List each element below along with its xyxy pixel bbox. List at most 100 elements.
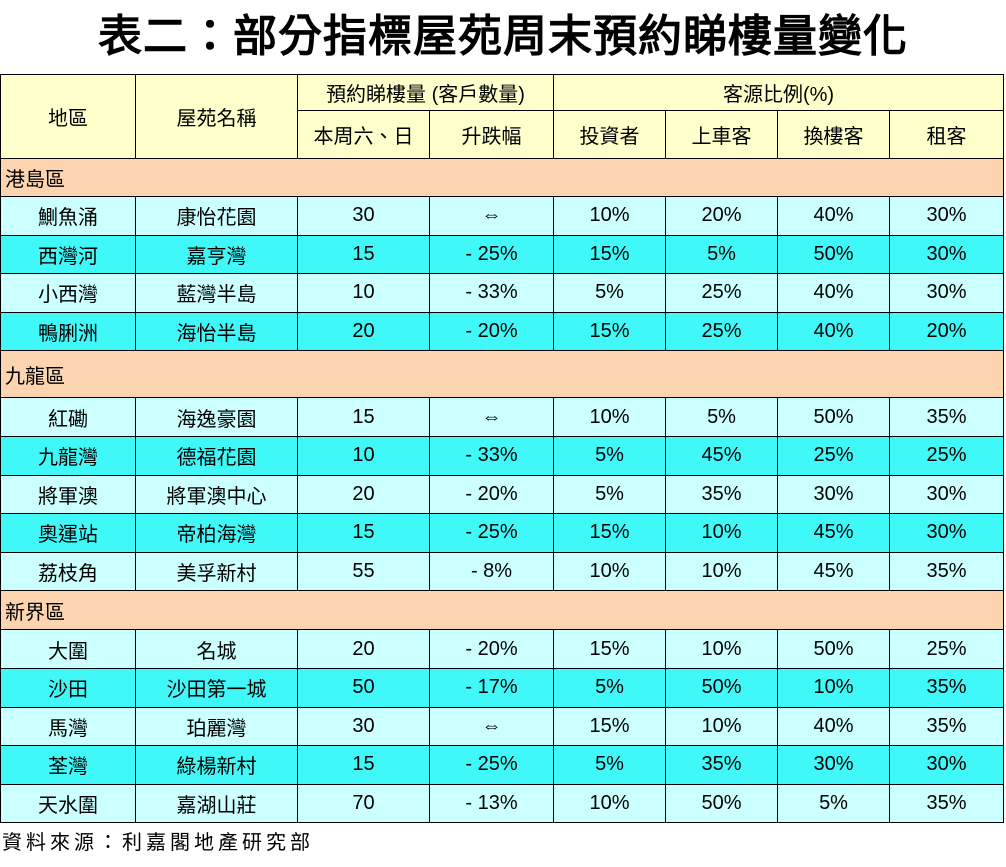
cell: 5% <box>777 783 891 824</box>
cell: 奧運站 <box>0 513 136 553</box>
header-row: 本周六、日 升跌幅 投資者 上車客 換樓客 租客 <box>1 110 1005 159</box>
section-label: 港島區 <box>0 158 1005 197</box>
cell: 荔枝角 <box>0 551 136 592</box>
cell: 紅磡 <box>0 397 136 437</box>
cell: 30% <box>889 513 1005 553</box>
cell: ⇔ <box>428 706 555 747</box>
cell: 30% <box>889 474 1005 515</box>
cell: 海逸豪園 <box>135 397 298 437</box>
header-cell: 上車客 <box>665 110 779 159</box>
cell: 嘉亨灣 <box>135 234 298 275</box>
cell: 20 <box>297 629 430 669</box>
data-row: 九龍灣 德福花園 10- 33% 5% 45% 25% 25% <box>0 435 1005 476</box>
cell: 35% <box>889 397 1005 437</box>
cell: 30% <box>889 196 1005 236</box>
data-row: 大圍 名城 20- 20% 15% 10% 50% 25% <box>0 629 1005 669</box>
cell: 35% <box>665 474 779 515</box>
data-row: 鰂魚涌 康怡花園 30 ⇔ 10% 20% 40% 30% <box>0 196 1005 236</box>
cell: 20% <box>665 196 779 236</box>
cell: 5% <box>553 435 667 476</box>
cell: 45% <box>777 551 891 592</box>
cell: 45% <box>777 513 891 553</box>
table: 地區 屋苑名稱 預約睇樓量 (客戶數量) 客源比例(%) 本周六、日 升跌幅 投資者 上車客換… <box>0 74 1005 824</box>
cell: 10% <box>665 706 779 747</box>
cell: 帝柏海灣 <box>135 513 298 553</box>
cell: 25% <box>889 629 1005 669</box>
data-row: 荃灣 綠楊新村 15- 25% 5% 35% 30% 30% <box>0 745 1005 785</box>
data-row: 荔枝角 美孚新村 55- 8% 10% 10% 45% 35% <box>0 551 1005 592</box>
cell: 15 <box>297 745 430 785</box>
cell: 35% <box>665 745 779 785</box>
cell: 5% <box>553 667 667 708</box>
cell: 西灣河 <box>0 234 136 275</box>
cell: 藍灣半島 <box>135 273 298 313</box>
cell: 鰂魚涌 <box>0 196 136 236</box>
cell: 10 <box>297 273 430 313</box>
cell: 大圍 <box>0 629 136 669</box>
cell: 美孚新村 <box>135 551 298 592</box>
cell: 馬灣 <box>0 706 136 747</box>
cell: 35% <box>889 667 1005 708</box>
cell: 珀麗灣 <box>135 706 298 747</box>
cell: 20 <box>297 311 430 352</box>
cell: - 20% <box>428 629 555 669</box>
cell: - 20% <box>428 311 555 352</box>
cell: 20% <box>889 311 1005 352</box>
cell: - 33% <box>428 435 555 476</box>
header-cell: 投資者 <box>553 110 667 159</box>
cell: 50% <box>777 234 891 275</box>
header-row: 地區 屋苑名稱 預約睇樓量 (客戶數量) 客源比例(%) <box>0 74 1005 159</box>
cell: 5% <box>553 745 667 785</box>
cell: ⇔ <box>428 196 555 236</box>
cell: 35% <box>889 551 1005 592</box>
cell: ⇔ <box>428 397 555 437</box>
cell: 40% <box>777 273 891 313</box>
data-row: 將軍澳 將軍澳中心 20- 20% 5% 35% 30% 30% <box>0 474 1005 515</box>
data-row: 沙田 沙田第一城 50- 17% 5% 50% 10% 35% <box>0 667 1005 708</box>
cell: 55 <box>297 551 430 592</box>
cell: 5% <box>665 397 779 437</box>
cell: - 33% <box>428 273 555 313</box>
cell: 20 <box>297 474 430 515</box>
table-body: 地區 屋苑名稱 預約睇樓量 (客戶數量) 客源比例(%) 本周六、日 升跌幅 投資者 上車客換… <box>0 74 1005 824</box>
cell: 30 <box>297 196 430 236</box>
cell: 15 <box>297 513 430 553</box>
data-row: 小西灣 藍灣半島 10- 33% 5% 25% 40% 30% <box>0 273 1005 313</box>
cell: 25% <box>777 435 891 476</box>
cell: 35% <box>889 783 1005 824</box>
header-cell: 本周六、日 <box>297 110 430 159</box>
cell: 25% <box>665 273 779 313</box>
cell: 德福花園 <box>135 435 298 476</box>
cell: 30% <box>777 745 891 785</box>
data-row: 紅磡 海逸豪園 15 ⇔ 10% 5% 50% 35% <box>0 397 1005 437</box>
cell: 鴨脷洲 <box>0 311 136 352</box>
cell: 40% <box>777 311 891 352</box>
cell: - 20% <box>428 474 555 515</box>
cell: 天水圍 <box>0 783 136 824</box>
cell: 50% <box>665 783 779 824</box>
cell: 5% <box>553 273 667 313</box>
cell: 30% <box>889 273 1005 313</box>
cell: 15% <box>553 513 667 553</box>
cell: 25% <box>665 311 779 352</box>
data-row: 奧運站 帝柏海灣 15- 25% 15% 10% 45% 30% <box>0 513 1005 553</box>
cell: 10% <box>665 551 779 592</box>
cell: 30 <box>297 706 430 747</box>
data-row: 西灣河 嘉亨灣 15- 25% 15% 5% 50% 30% <box>0 234 1005 275</box>
header-cell: 屋苑名稱 <box>135 74 298 159</box>
cell: 將軍澳中心 <box>135 474 298 515</box>
cell: 50% <box>777 397 891 437</box>
cell: 15% <box>553 234 667 275</box>
data-row: 馬灣 珀麗灣 30 ⇔ 15% 10% 40% 35% <box>0 706 1005 747</box>
cell: 70 <box>297 783 430 824</box>
cell: 15% <box>553 629 667 669</box>
cell: 5% <box>553 474 667 515</box>
title: 表二：部分指標屋苑周末預約睇樓量變化 <box>98 12 908 61</box>
cell: 50% <box>665 667 779 708</box>
cell: 10% <box>553 783 667 824</box>
cell: 沙田第一城 <box>135 667 298 708</box>
cell: 35% <box>889 706 1005 747</box>
section-row: 新界區 <box>0 590 1005 631</box>
section-row: 九龍區 <box>0 350 1005 399</box>
